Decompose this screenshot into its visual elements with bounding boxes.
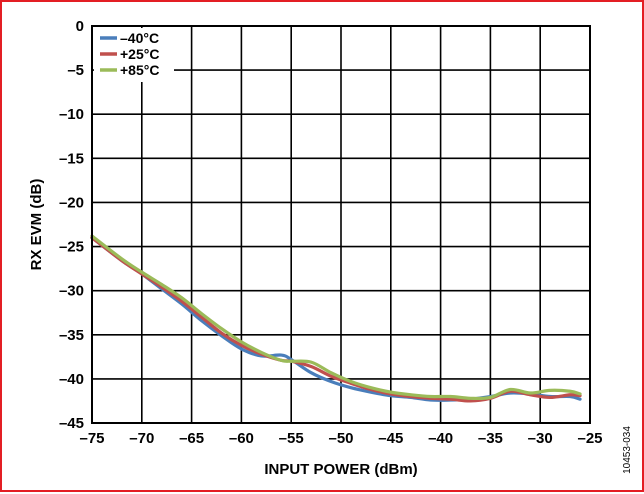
x-tick-label: –75 (79, 430, 104, 447)
plot-area-border (91, 25, 591, 424)
y-tick-label: –5 (67, 62, 84, 79)
y-tick-label: –40 (59, 371, 84, 388)
series-lines (90, 234, 582, 403)
x-tick-label: –35 (478, 430, 503, 447)
legend-label-1: +25°C (120, 46, 159, 62)
y-tick-label: –10 (59, 106, 84, 123)
series-line-0 (90, 236, 582, 402)
x-axis-title: INPUT POWER (dBm) (264, 461, 417, 478)
series-line-1 (90, 236, 582, 403)
x-tick-label: –55 (279, 430, 304, 447)
x-axis-ticks: –75 –70 –65 –60 –55 –50 –45 –40 –35 –30 –25 (79, 430, 602, 447)
legend-label-2: +85°C (120, 62, 159, 78)
grid (92, 26, 590, 423)
x-tick-label: –65 (179, 430, 204, 447)
y-tick-label: –35 (59, 327, 84, 344)
x-tick-label: –50 (328, 430, 353, 447)
x-tick-label: –25 (577, 430, 602, 447)
y-tick-label: –45 (59, 415, 84, 432)
x-tick-label: –70 (129, 430, 154, 447)
y-axis-title: RX EVM (dB) (28, 179, 45, 271)
legend-label-0: –40°C (120, 30, 159, 46)
series-line-2 (90, 234, 582, 401)
x-tick-label: –40 (428, 430, 453, 447)
y-tick-label: –25 (59, 239, 84, 256)
y-axis-ticks: 0 –5 –10 –15 –20 –25 –30 –35 –40 –45 (59, 18, 84, 432)
x-tick-label: –30 (528, 430, 553, 447)
x-tick-label: –45 (378, 430, 403, 447)
y-tick-label: –15 (59, 150, 84, 167)
y-tick-label: 0 (76, 18, 84, 35)
figure-id-label: 10453-034 (622, 426, 633, 474)
y-tick-label: –30 (59, 283, 84, 300)
legend: –40°C+25°C+85°C (100, 30, 159, 78)
x-tick-label: –60 (229, 430, 254, 447)
y-tick-label: –20 (59, 194, 84, 211)
